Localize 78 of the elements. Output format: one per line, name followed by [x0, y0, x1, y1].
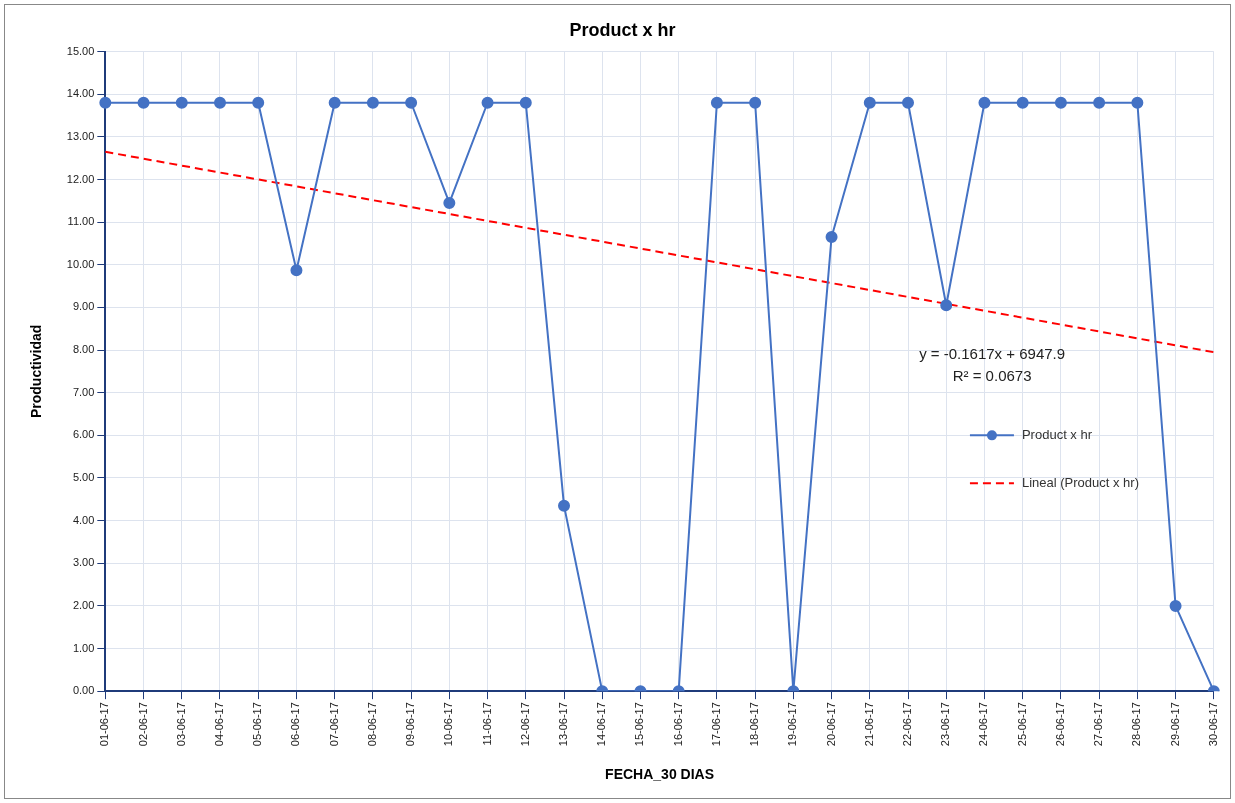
- y-axis-title: Productividad: [28, 324, 45, 419]
- point: [940, 299, 953, 312]
- point: [99, 96, 112, 109]
- legend-label: Lineal (Product x hr): [1021, 474, 1139, 490]
- x-tick-label: 23-06-17: [939, 702, 952, 747]
- point: [902, 96, 915, 109]
- point: [558, 499, 571, 512]
- point: [519, 96, 532, 109]
- x-tick-label: 08-06-17: [365, 702, 378, 747]
- point: [1054, 96, 1067, 109]
- y-tick-label: 4.00: [72, 513, 95, 526]
- x-tick-label: 16-06-17: [671, 702, 684, 747]
- point: [137, 96, 150, 109]
- x-tick-label: 29-06-17: [1168, 702, 1181, 747]
- y-tick-label: 2.00: [72, 598, 95, 611]
- y-tick-label: 11.00: [67, 215, 95, 228]
- x-tick-label: 27-06-17: [1092, 702, 1105, 747]
- point: [1131, 96, 1144, 109]
- y-tick-label: 9.00: [72, 300, 95, 313]
- y-tick-label: 8.00: [72, 343, 95, 356]
- point: [443, 196, 456, 209]
- x-tick-label: 07-06-17: [327, 702, 340, 747]
- x-tick-label: 26-06-17: [1053, 702, 1066, 747]
- x-tick-label: 14-06-17: [595, 702, 608, 747]
- annotation: R² = 0.0673: [952, 366, 1032, 384]
- x-tick-label: 18-06-17: [748, 702, 761, 747]
- x-tick-label: 22-06-17: [901, 702, 914, 747]
- y-tick-label: 0.00: [72, 684, 95, 697]
- chart-title: Product x hr: [569, 19, 676, 40]
- x-tick-label: 12-06-17: [518, 702, 531, 747]
- x-tick-label: 05-06-17: [251, 702, 264, 747]
- y-tick-label: 5.00: [72, 471, 95, 484]
- point: [1016, 96, 1029, 109]
- x-tick-label: 21-06-17: [862, 702, 875, 747]
- y-tick-label: 10.00: [66, 257, 95, 270]
- y-tick-label: 1.00: [72, 641, 95, 654]
- point: [252, 96, 265, 109]
- x-tick-label: 11-06-17: [480, 702, 493, 746]
- point: [175, 96, 188, 109]
- legend-label: Product x hr: [1021, 426, 1093, 442]
- point: [863, 96, 876, 109]
- point: [749, 96, 762, 109]
- point: [481, 96, 494, 109]
- point: [328, 96, 341, 109]
- x-tick-label: 06-06-17: [289, 702, 302, 747]
- point: [290, 264, 303, 277]
- x-tick-label: 01-06-17: [98, 702, 111, 747]
- x-tick-label: 04-06-17: [213, 702, 226, 747]
- y-tick-label: 14.00: [66, 87, 95, 100]
- x-tick-label: 03-06-17: [174, 702, 187, 747]
- x-tick-label: 28-06-17: [1130, 702, 1143, 747]
- point: [1169, 599, 1182, 612]
- y-tick-label: 6.00: [72, 428, 95, 441]
- y-tick-label: 12.00: [66, 172, 95, 185]
- x-tick-label: 15-06-17: [633, 702, 646, 747]
- point: [405, 96, 418, 109]
- y-tick-label: 13.00: [66, 129, 95, 142]
- x-tick-label: 25-06-17: [1015, 702, 1028, 747]
- x-tick-label: 09-06-17: [404, 702, 417, 747]
- x-tick-label: 13-06-17: [557, 702, 570, 747]
- y-tick-label: 15.00: [66, 44, 95, 57]
- point: [366, 96, 379, 109]
- x-axis-title: FECHA_30 DIAS: [605, 766, 715, 783]
- x-tick-label: 30-06-17: [1206, 702, 1219, 747]
- x-tick-label: 24-06-17: [977, 702, 990, 747]
- point: [214, 96, 226, 109]
- point: [710, 96, 723, 109]
- x-tick-label: 02-06-17: [136, 702, 149, 747]
- y-tick-label: 3.00: [72, 556, 95, 569]
- x-tick-label: 20-06-17: [824, 702, 837, 747]
- y-tick-label: 7.00: [72, 385, 95, 398]
- x-tick-label: 17-06-17: [709, 702, 722, 747]
- x-tick-label: 10-06-17: [442, 702, 455, 747]
- point: [1093, 96, 1106, 109]
- point: [825, 231, 838, 244]
- point: [978, 96, 991, 109]
- x-tick-label: 19-06-17: [786, 702, 799, 747]
- annotation: y = -0.1617x + 6947.9: [919, 344, 1066, 362]
